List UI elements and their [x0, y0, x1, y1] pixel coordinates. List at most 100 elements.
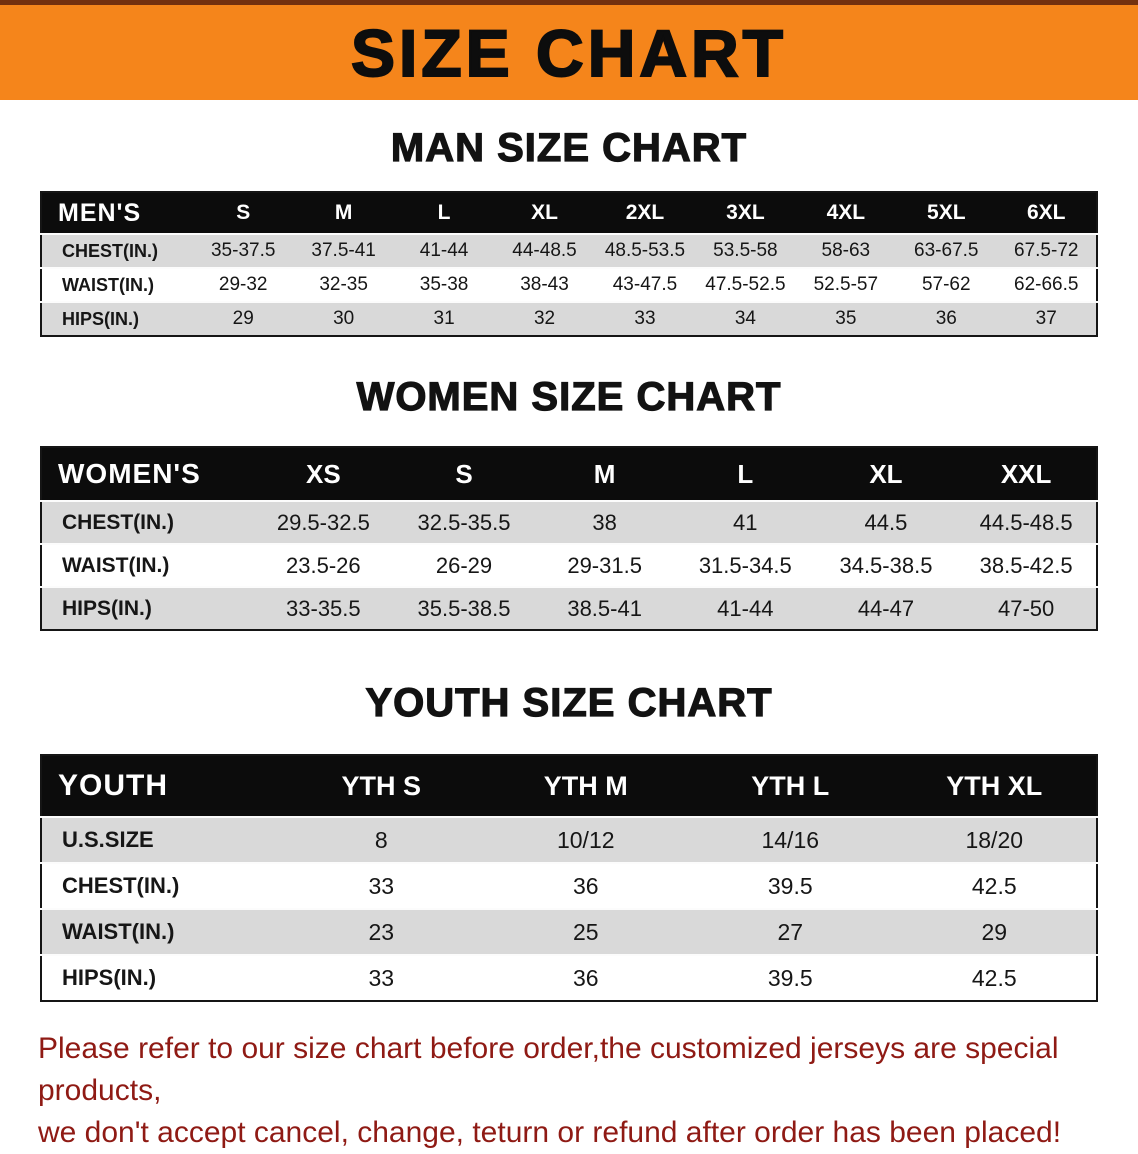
size-value-cell: 39.5	[767, 872, 813, 899]
women-section-title: WOMEN SIZE CHART	[356, 374, 782, 419]
size-value-cell: 42.5	[971, 872, 1017, 899]
size-value-cell: 52.5-57	[813, 274, 879, 295]
size-column-header: XL	[815, 447, 957, 501]
measurement-row-label: CHEST(IN.)	[62, 510, 174, 534]
youth-size-table: YOUTH YTH S YTH M YTH L YTH XL U.S.SIZE 8 10/12…	[40, 754, 1098, 1002]
size-column-header: YTH M	[483, 755, 688, 817]
table-corner-label: MEN'S	[41, 192, 193, 234]
size-column-header: YTH S	[279, 755, 484, 817]
size-column-header: YTH XL	[892, 755, 1097, 817]
size-value-cell: 29	[232, 308, 254, 329]
table-row: WAIST(IN.) 29-32 32-35 35-38 38-43 43-47.5 47.…	[41, 268, 1097, 302]
size-column-header: 4XL	[795, 192, 897, 234]
size-value-cell: 8	[374, 826, 388, 853]
size-value-cell: 36	[572, 872, 599, 899]
size-value-cell: 38	[592, 509, 617, 535]
size-value-cell: 10/12	[556, 826, 615, 853]
size-value-cell: 18/20	[965, 826, 1024, 853]
size-value-cell: 35	[835, 308, 857, 329]
size-value-cell: 44-47	[857, 595, 915, 621]
size-column-header: 5XL	[896, 192, 997, 234]
size-value-cell: 63-67.5	[914, 240, 979, 261]
size-value-cell: 29.5-32.5	[276, 509, 370, 535]
size-column-header: 2XL	[594, 192, 696, 234]
size-column-header: 6XL	[996, 192, 1097, 234]
table-row: HIPS(IN.) 33-35.5 35.5-38.5 38.5-41 41-44 44-…	[41, 587, 1097, 630]
size-value-cell: 32.5-35.5	[417, 509, 511, 535]
measurement-row-label: HIPS(IN.)	[62, 596, 152, 620]
size-value-cell: 37	[1035, 308, 1057, 329]
size-value-cell: 14/16	[761, 826, 820, 853]
size-value-cell: 58-63	[821, 240, 871, 261]
measurement-row-label: HIPS(IN.)	[62, 965, 157, 990]
measurement-row-label: WAIST(IN.)	[62, 274, 154, 295]
size-value-cell: 23	[368, 918, 395, 945]
size-column-header: S	[393, 447, 535, 501]
size-column-header: XS	[253, 447, 394, 501]
size-value-cell: 35-38	[419, 274, 469, 295]
size-value-cell: 32-35	[319, 274, 368, 295]
size-value-cell: 39.5	[767, 964, 813, 991]
youth-section-title: YOUTH SIZE CHART	[365, 680, 773, 725]
size-value-cell: 44.5-48.5	[979, 509, 1073, 535]
size-charts: MAN SIZE CHART MEN'S S M L XL 2XL 3XL 4XL 5XL 6XL…	[0, 125, 1138, 1002]
men-size-table: MEN'S S M L XL 2XL 3XL 4XL 5XL 6XL CHEST(IN.) 35-37…	[40, 191, 1098, 337]
size-column-header: S	[193, 192, 294, 234]
size-value-cell: 47-50	[998, 595, 1055, 621]
size-value-cell: 42.5	[971, 964, 1017, 991]
measurement-row-label: WAIST(IN.)	[62, 919, 175, 944]
size-value-cell: 44-48.5	[512, 240, 577, 261]
size-value-cell: 43-47.5	[612, 274, 678, 295]
women-size-section: WOMEN SIZE CHART WOMEN'S XS S M L XL XXL CHEST(…	[0, 374, 1138, 631]
table-row: WAIST(IN.) 23 25 27 29	[41, 909, 1097, 955]
table-row: HIPS(IN.) 33 36 39.5 42.5	[41, 955, 1097, 1001]
table-header-row: YOUTH YTH S YTH M YTH L YTH XL	[41, 755, 1097, 817]
table-row: U.S.SIZE 8 10/12 14/16 18/20	[41, 817, 1097, 863]
size-value-cell: 38.5-41	[567, 595, 642, 621]
size-value-cell: 29-31.5	[567, 552, 642, 578]
measurement-row-label: HIPS(IN.)	[62, 308, 140, 329]
size-value-cell: 36	[572, 964, 599, 991]
men-section-title: MAN SIZE CHART	[390, 125, 748, 170]
size-column-header: M	[534, 447, 675, 501]
size-value-cell: 41-44	[419, 240, 469, 261]
size-value-cell: 57-62	[921, 274, 971, 295]
table-row: HIPS(IN.) 29 30 31 32 33 34 35 36 37	[41, 302, 1097, 336]
size-value-cell: 26-29	[435, 552, 493, 578]
size-value-cell: 31.5-34.5	[698, 552, 792, 578]
table-row: CHEST(IN.) 35-37.5 37.5-41 41-44 44-48.5 48.5…	[41, 234, 1097, 268]
measurement-row-label: WAIST(IN.)	[62, 553, 170, 577]
size-value-cell: 41-44	[717, 595, 774, 621]
size-value-cell: 29	[981, 918, 1008, 945]
size-value-cell: 35.5-38.5	[417, 595, 511, 621]
table-corner-label: WOMEN'S	[41, 447, 253, 501]
order-notice: Please refer to our size chart before or…	[38, 1028, 1108, 1154]
measurement-row-label: CHEST(IN.)	[62, 240, 158, 261]
size-value-cell: 29-32	[218, 274, 268, 295]
size-value-cell: 30	[333, 308, 355, 329]
size-value-cell: 35-37.5	[210, 240, 276, 261]
size-value-cell: 38-43	[520, 274, 569, 295]
size-value-cell: 27	[777, 918, 804, 945]
size-value-cell: 67.5-72	[1014, 240, 1079, 261]
notice-line-2: we don't accept cancel, change, teturn o…	[38, 1116, 1062, 1149]
size-column-header: XL	[494, 192, 595, 234]
size-value-cell: 31	[433, 308, 455, 329]
size-column-header: M	[293, 192, 394, 234]
size-column-header: YTH L	[688, 755, 893, 817]
size-value-cell: 47.5-52.5	[705, 274, 786, 295]
measurement-row-label: CHEST(IN.)	[62, 873, 180, 898]
size-value-cell: 32	[533, 308, 556, 329]
size-chart-banner: SIZE CHART	[0, 0, 1138, 100]
men-size-section: MAN SIZE CHART MEN'S S M L XL 2XL 3XL 4XL 5XL 6XL…	[0, 125, 1138, 337]
size-value-cell: 34	[734, 308, 756, 329]
size-value-cell: 36	[935, 308, 957, 329]
size-value-cell: 33	[368, 964, 395, 991]
size-column-header: L	[393, 192, 495, 234]
measurement-row-label: U.S.SIZE	[62, 827, 154, 852]
size-value-cell: 33-35.5	[286, 595, 361, 621]
size-column-header: XXL	[956, 447, 1097, 501]
size-value-cell: 33	[368, 872, 395, 899]
table-row: WAIST(IN.) 23.5-26 26-29 29-31.5 31.5-34.5 34…	[41, 544, 1097, 587]
size-value-cell: 53.5-58	[713, 240, 778, 261]
